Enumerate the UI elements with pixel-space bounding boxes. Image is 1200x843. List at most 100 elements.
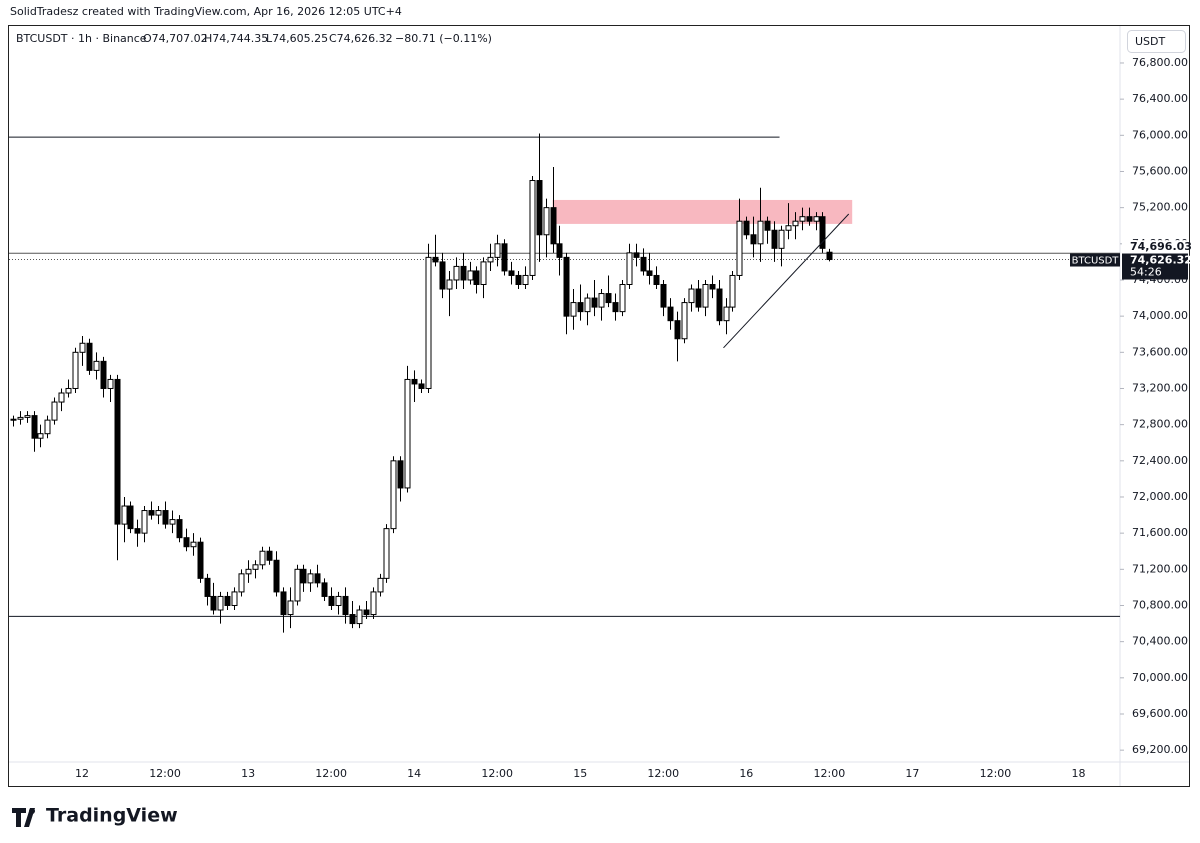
candle-body <box>529 180 536 276</box>
candle-body <box>224 595 231 606</box>
candle-body <box>446 279 453 290</box>
candle-body <box>439 261 446 290</box>
candle-body <box>709 284 716 290</box>
countdown: 54:26 <box>1130 266 1162 279</box>
candle-body <box>432 256 439 263</box>
y-tick-label: 69,600.00 <box>1132 707 1188 720</box>
candle-body <box>44 419 51 435</box>
y-tick-label: 74,000.00 <box>1132 309 1188 322</box>
candle-body <box>501 243 508 272</box>
x-tick-label: 12:00 <box>149 767 181 780</box>
x-tick-label: 12 <box>75 767 89 780</box>
candle-body <box>736 220 743 276</box>
candle-body <box>743 220 750 236</box>
candle-body <box>785 225 792 231</box>
candle-body <box>210 595 217 611</box>
candle-body <box>702 284 709 308</box>
candle-body <box>813 216 820 222</box>
x-tick-label: 18 <box>1071 767 1085 780</box>
candle-body <box>467 270 474 281</box>
candle-body <box>653 274 660 286</box>
x-tick-label: 16 <box>739 767 753 780</box>
legend-open: O74,707.02 <box>143 32 208 45</box>
y-tick-label: 71,600.00 <box>1132 526 1188 539</box>
candle-body <box>688 288 695 304</box>
candle-body <box>536 180 543 236</box>
y-tick-label: 72,800.00 <box>1132 418 1188 431</box>
candle-body <box>605 293 612 304</box>
currency-button[interactable] <box>1127 30 1186 53</box>
candle-body <box>328 595 335 606</box>
candle-body <box>148 510 155 516</box>
candle-body <box>543 207 550 236</box>
candle-body <box>307 573 314 584</box>
candle-body <box>806 216 813 222</box>
candle-body <box>363 609 370 616</box>
y-tick-label: 70,800.00 <box>1132 598 1188 611</box>
candle-body <box>674 320 681 340</box>
candle-body <box>294 568 301 602</box>
candle-body <box>550 207 557 245</box>
candle-body <box>591 297 598 308</box>
candle-body <box>577 302 584 313</box>
y-tick-label: 73,600.00 <box>1132 345 1188 358</box>
candle-body <box>65 387 72 394</box>
trendline <box>723 213 850 349</box>
legend-symbol: BTCUSDT · 1h · Binance <box>16 32 147 45</box>
credit: SolidTradesz created with TradingView.co… <box>10 5 402 18</box>
candle-body <box>494 243 501 258</box>
symbol-tag: BTCUSDT <box>1072 256 1120 267</box>
candle-body <box>695 288 702 308</box>
legend-close: C74,626.32 <box>329 32 393 45</box>
logo-dot <box>29 808 35 814</box>
x-tick-label: 12:00 <box>315 767 347 780</box>
candle-body <box>508 270 515 276</box>
currency-label[interactable]: USDT <box>1135 35 1166 48</box>
candle-body <box>58 392 65 403</box>
candle-body <box>266 550 273 561</box>
footer-logo <box>12 808 35 827</box>
candle-body <box>515 274 522 286</box>
candle-body <box>723 306 730 322</box>
last-price-label: 74,626.32 <box>1130 254 1192 267</box>
candle-body <box>93 360 100 371</box>
candle-body <box>141 510 148 534</box>
candle-body <box>24 415 31 418</box>
candle-body <box>190 541 197 548</box>
candle-body <box>771 229 778 249</box>
candle-body <box>522 274 529 286</box>
x-tick-label: 12:00 <box>481 767 513 780</box>
legend-change: −80.71 (−0.11%) <box>395 32 492 45</box>
plot <box>9 133 1120 633</box>
candle-body <box>667 306 674 322</box>
candle-body <box>660 284 667 308</box>
candle-body <box>418 383 425 389</box>
candle-body <box>453 265 460 281</box>
candle-body <box>100 360 107 389</box>
candle-body <box>107 378 114 389</box>
y-tick-label: 71,200.00 <box>1132 562 1188 575</box>
candle-body <box>826 251 833 261</box>
candle-body <box>155 510 162 516</box>
candle-body <box>819 216 826 249</box>
candle-body <box>646 270 653 276</box>
candle-body <box>612 302 619 313</box>
candle-body <box>121 505 128 525</box>
candle-body <box>390 460 397 530</box>
candle-body <box>287 600 294 616</box>
candle-body <box>197 541 204 579</box>
candle-body <box>231 591 238 606</box>
candle-body <box>252 564 259 570</box>
candle-body <box>238 573 245 593</box>
candle-body <box>37 433 44 439</box>
candle-body <box>162 510 169 525</box>
price-line-box <box>1122 240 1188 254</box>
candle-body <box>563 256 570 317</box>
x-tick-label: 12:00 <box>647 767 679 780</box>
chart-frame <box>8 25 1190 787</box>
last-price-box <box>1122 253 1188 280</box>
candle-body <box>342 595 349 616</box>
candle-body <box>460 265 467 281</box>
